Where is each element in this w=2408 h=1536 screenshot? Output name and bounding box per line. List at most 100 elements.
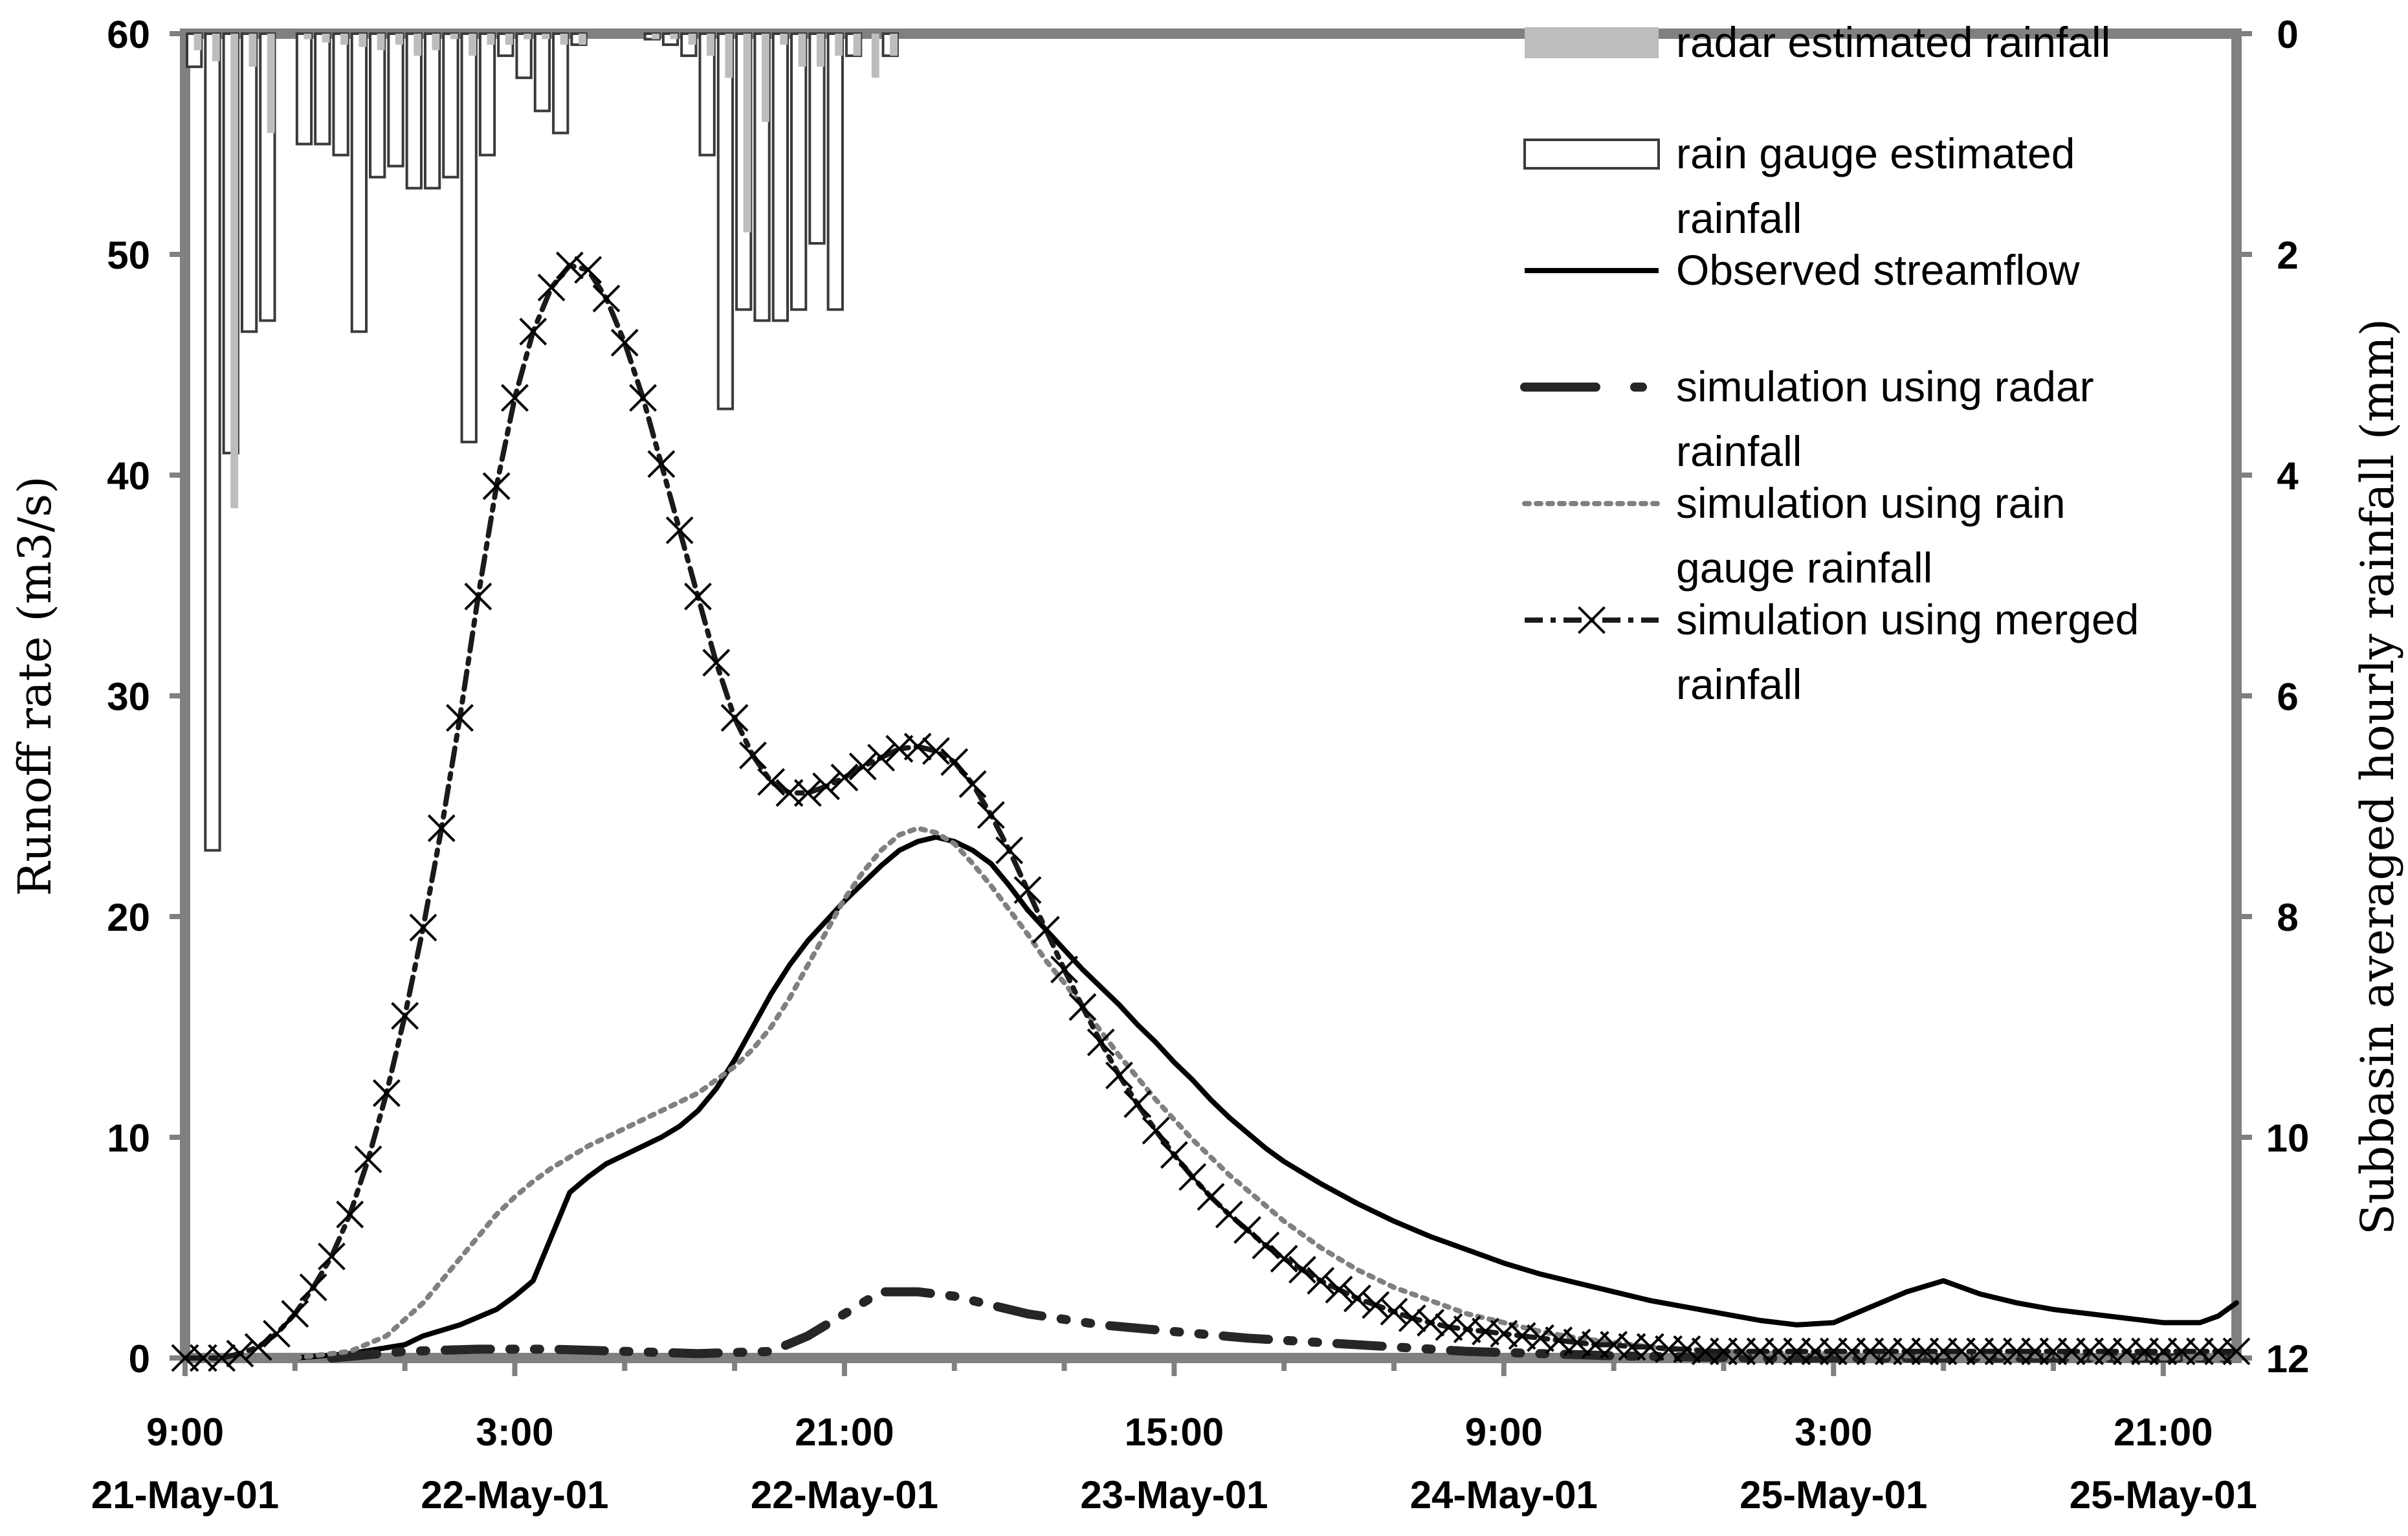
merged-point-marker — [958, 770, 987, 798]
merged-point-marker — [830, 763, 859, 792]
y-axis-right-title: Subbasin averaged hourly rainfall (mm) — [2351, 318, 2404, 1235]
rain-gauge-bar — [295, 32, 313, 146]
merged-point-marker — [1123, 1090, 1152, 1119]
legend-label: gauge rainfall — [1676, 544, 1932, 592]
merged-point-marker — [1068, 993, 1097, 1021]
merged-point-marker — [629, 384, 657, 412]
y-right-tick-label: 6 — [2277, 675, 2298, 718]
radar-rain-bar — [871, 34, 879, 78]
rain-gauge-bar — [478, 32, 496, 157]
merged-point-marker — [940, 748, 969, 776]
rain-gauge-bar — [790, 32, 808, 311]
merged-point-marker — [1343, 1284, 1371, 1313]
series-line-0 — [292, 834, 2239, 1361]
radar-rain-bar — [835, 34, 843, 56]
merged-point-marker — [1270, 1245, 1298, 1273]
radar-rain-bar — [652, 34, 660, 39]
merged-point-marker — [1087, 1028, 1115, 1056]
legend: radar estimated rainfall rain gauge estim… — [1520, 18, 2139, 708]
y-right-tick-label: 2 — [2277, 234, 2298, 277]
radar-rain-bar — [670, 34, 678, 39]
rain-gauge-bar — [771, 32, 790, 322]
legend-label: Observed streamflow — [1676, 246, 2080, 294]
radar-rain-bar — [707, 34, 714, 56]
y-left-tick-label: 40 — [107, 454, 150, 498]
rain-gauge-bar — [204, 32, 221, 852]
merged-point-marker — [1013, 876, 1042, 904]
radar-rain-bar — [377, 34, 385, 50]
x-tick-date-label: 24-May-01 — [1410, 1473, 1598, 1517]
merged-point-marker — [610, 328, 639, 357]
merged-point-marker — [318, 1242, 346, 1271]
rain-gauge-bar — [716, 32, 735, 410]
rainfall-bars — [186, 32, 899, 852]
merged-point-marker — [592, 284, 621, 313]
merged-point-marker — [702, 649, 731, 677]
radar-rain-bar — [743, 34, 751, 232]
y-left-tick-label: 60 — [107, 13, 150, 56]
legend-swatch-gauge-rainfall — [1523, 139, 1660, 170]
radar-rain-bar — [524, 34, 531, 39]
radar-rain-bar — [432, 34, 440, 50]
legend-swatch-radar-rainfall — [1525, 27, 1659, 58]
merged-point-marker — [1252, 1231, 1280, 1260]
merged-point-marker — [848, 752, 877, 781]
legend-swatch-merged-marker — [1578, 606, 1606, 634]
y-right-tick-label: 0 — [2277, 13, 2298, 56]
y-left-tick-label: 0 — [129, 1337, 150, 1381]
merged-point-marker — [738, 741, 767, 770]
merged-point-marker — [922, 737, 950, 765]
merged-point-marker — [1160, 1141, 1188, 1169]
radar-rain-bar — [249, 34, 257, 67]
y-right-tick-label: 12 — [2266, 1337, 2310, 1381]
legend-label: simulation using radar — [1676, 362, 2094, 410]
radar-rain-bar — [761, 34, 769, 122]
merged-point-marker — [208, 1344, 236, 1372]
x-tick-date-label: 22-May-01 — [421, 1473, 608, 1517]
merged-point-marker — [574, 256, 602, 284]
merged-point-marker — [409, 913, 437, 942]
radar-rain-bar — [725, 34, 733, 78]
merged-point-marker — [1362, 1291, 1390, 1319]
merged-point-marker — [226, 1339, 254, 1368]
merged-point-marker — [720, 704, 749, 732]
merged-point-marker — [354, 1145, 382, 1174]
x-tick-time-label: 9:00 — [146, 1410, 224, 1454]
legend-label: rainfall — [1676, 660, 1802, 708]
y-axis-left: 0 10 20 30 40 50 60 — [107, 13, 185, 1381]
radar-rain-bar — [212, 34, 220, 61]
merged-point-marker — [647, 450, 676, 478]
merged-point-marker — [2222, 1337, 2251, 1366]
merged-point-marker — [903, 733, 932, 761]
y-left-tick-label: 50 — [107, 234, 150, 277]
merged-point-marker — [684, 583, 712, 610]
rain-gauge-bar — [314, 32, 331, 146]
x-tick-date-label: 21-May-01 — [91, 1473, 279, 1517]
radar-rain-bar — [469, 34, 477, 56]
x-tick-time-label: 21:00 — [795, 1410, 894, 1454]
x-axis: 9:00 21-May-01 3:00 22-May-01 21:00 22-May-01… — [91, 1358, 2257, 1517]
rain-gauge-bar — [387, 32, 404, 168]
radar-rain-bar — [816, 34, 824, 67]
merged-point-marker — [793, 779, 822, 807]
merged-point-marker — [1398, 1304, 1426, 1333]
rain-gauge-bar — [350, 32, 368, 333]
merged-point-marker — [299, 1273, 327, 1302]
x-tick-time-label: 3:00 — [1795, 1410, 1872, 1454]
merged-point-marker — [1233, 1216, 1262, 1244]
merged-point-marker — [995, 836, 1024, 865]
legend-label: simulation using merged — [1676, 595, 2139, 643]
merged-point-marker — [1215, 1200, 1243, 1229]
rain-gauge-bar — [423, 32, 441, 190]
rain-gauge-bar — [826, 32, 844, 311]
x-tick-date-label: 22-May-01 — [751, 1473, 938, 1517]
rain-gauge-bar — [405, 32, 423, 190]
merged-point-marker — [427, 814, 456, 843]
merged-point-marker — [281, 1300, 309, 1328]
merged-point-marker — [446, 704, 474, 732]
radar-rain-bar — [340, 34, 348, 45]
y-left-tick-label: 10 — [107, 1117, 150, 1160]
merged-point-marker — [1142, 1117, 1170, 1145]
legend-label: rain gauge estimated — [1676, 129, 2075, 177]
y-axis-left-title: Runoff rate (m3/s) — [8, 476, 61, 896]
